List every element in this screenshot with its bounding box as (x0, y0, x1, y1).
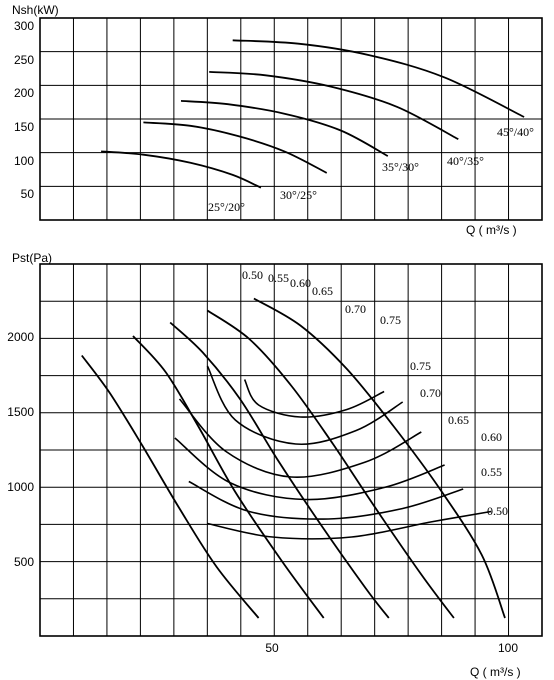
power-series-label: 45°/40° (497, 125, 534, 139)
efficiency-label: 0.55 (268, 271, 289, 285)
pressure-ytick: 500 (14, 555, 34, 569)
pressure-xlabel: Q ( m³/s ) (470, 665, 521, 679)
power-series-label: 40°/35° (447, 154, 484, 168)
efficiency-label: 0.65 (448, 413, 469, 427)
power-series-label: 25°/20° (208, 200, 245, 214)
power-ytick: 250 (14, 53, 34, 67)
efficiency-contour (206, 365, 404, 446)
efficiency-contour (174, 437, 445, 501)
power-ytick: 100 (14, 154, 34, 168)
efficiency-contour (188, 480, 464, 520)
efficiency-contour (243, 379, 385, 418)
pressure-ytick: 1000 (7, 480, 34, 494)
efficiency-label: 0.60 (290, 276, 311, 290)
power-ytick: 150 (14, 120, 34, 134)
pressure-chart-curves (81, 297, 506, 619)
pressure-ytick: 1500 (7, 405, 34, 419)
power-chart-grid (39, 17, 543, 221)
power-ytick: 200 (14, 86, 34, 100)
efficiency-label: 0.55 (481, 465, 502, 479)
efficiency-label: 0.70 (420, 386, 441, 400)
power-ytick: 50 (21, 187, 35, 201)
power-ytick: 300 (14, 19, 34, 33)
pressure-xtick: 50 (265, 641, 279, 655)
power-series-label: 35°/30° (382, 160, 419, 174)
efficiency-label: 0.70 (345, 302, 366, 316)
efficiency-label: 0.50 (487, 504, 508, 518)
power-curve (180, 100, 389, 157)
efficiency-label: 0.75 (410, 359, 431, 373)
power-curve (101, 150, 262, 189)
pressure-curve (206, 309, 455, 619)
power-curve (232, 39, 525, 118)
power-chart-curves (101, 39, 525, 189)
power-curve (143, 121, 328, 174)
efficiency-contour (207, 510, 492, 540)
pressure-curve (253, 297, 506, 619)
efficiency-contour (178, 398, 422, 479)
pressure-chart-grid (39, 263, 543, 637)
power-xlabel: Q ( m³/s ) (466, 223, 517, 237)
pressure-ylabel: Pst(Pa) (12, 251, 52, 265)
pressure-curve (81, 354, 260, 619)
power-curve (209, 71, 459, 140)
pressure-ytick: 2000 (7, 330, 34, 344)
pressure-curve (132, 335, 325, 619)
power-series-label: 30°/25° (280, 188, 317, 202)
efficiency-label: 0.60 (481, 430, 502, 444)
efficiency-label: 0.65 (312, 284, 333, 298)
power-ylabel: Nsh(kW) (12, 3, 59, 17)
efficiency-label: 0.75 (380, 313, 401, 327)
pressure-curve (169, 321, 390, 619)
pressure-xtick: 100 (498, 641, 518, 655)
efficiency-label: 0.50 (242, 268, 263, 282)
